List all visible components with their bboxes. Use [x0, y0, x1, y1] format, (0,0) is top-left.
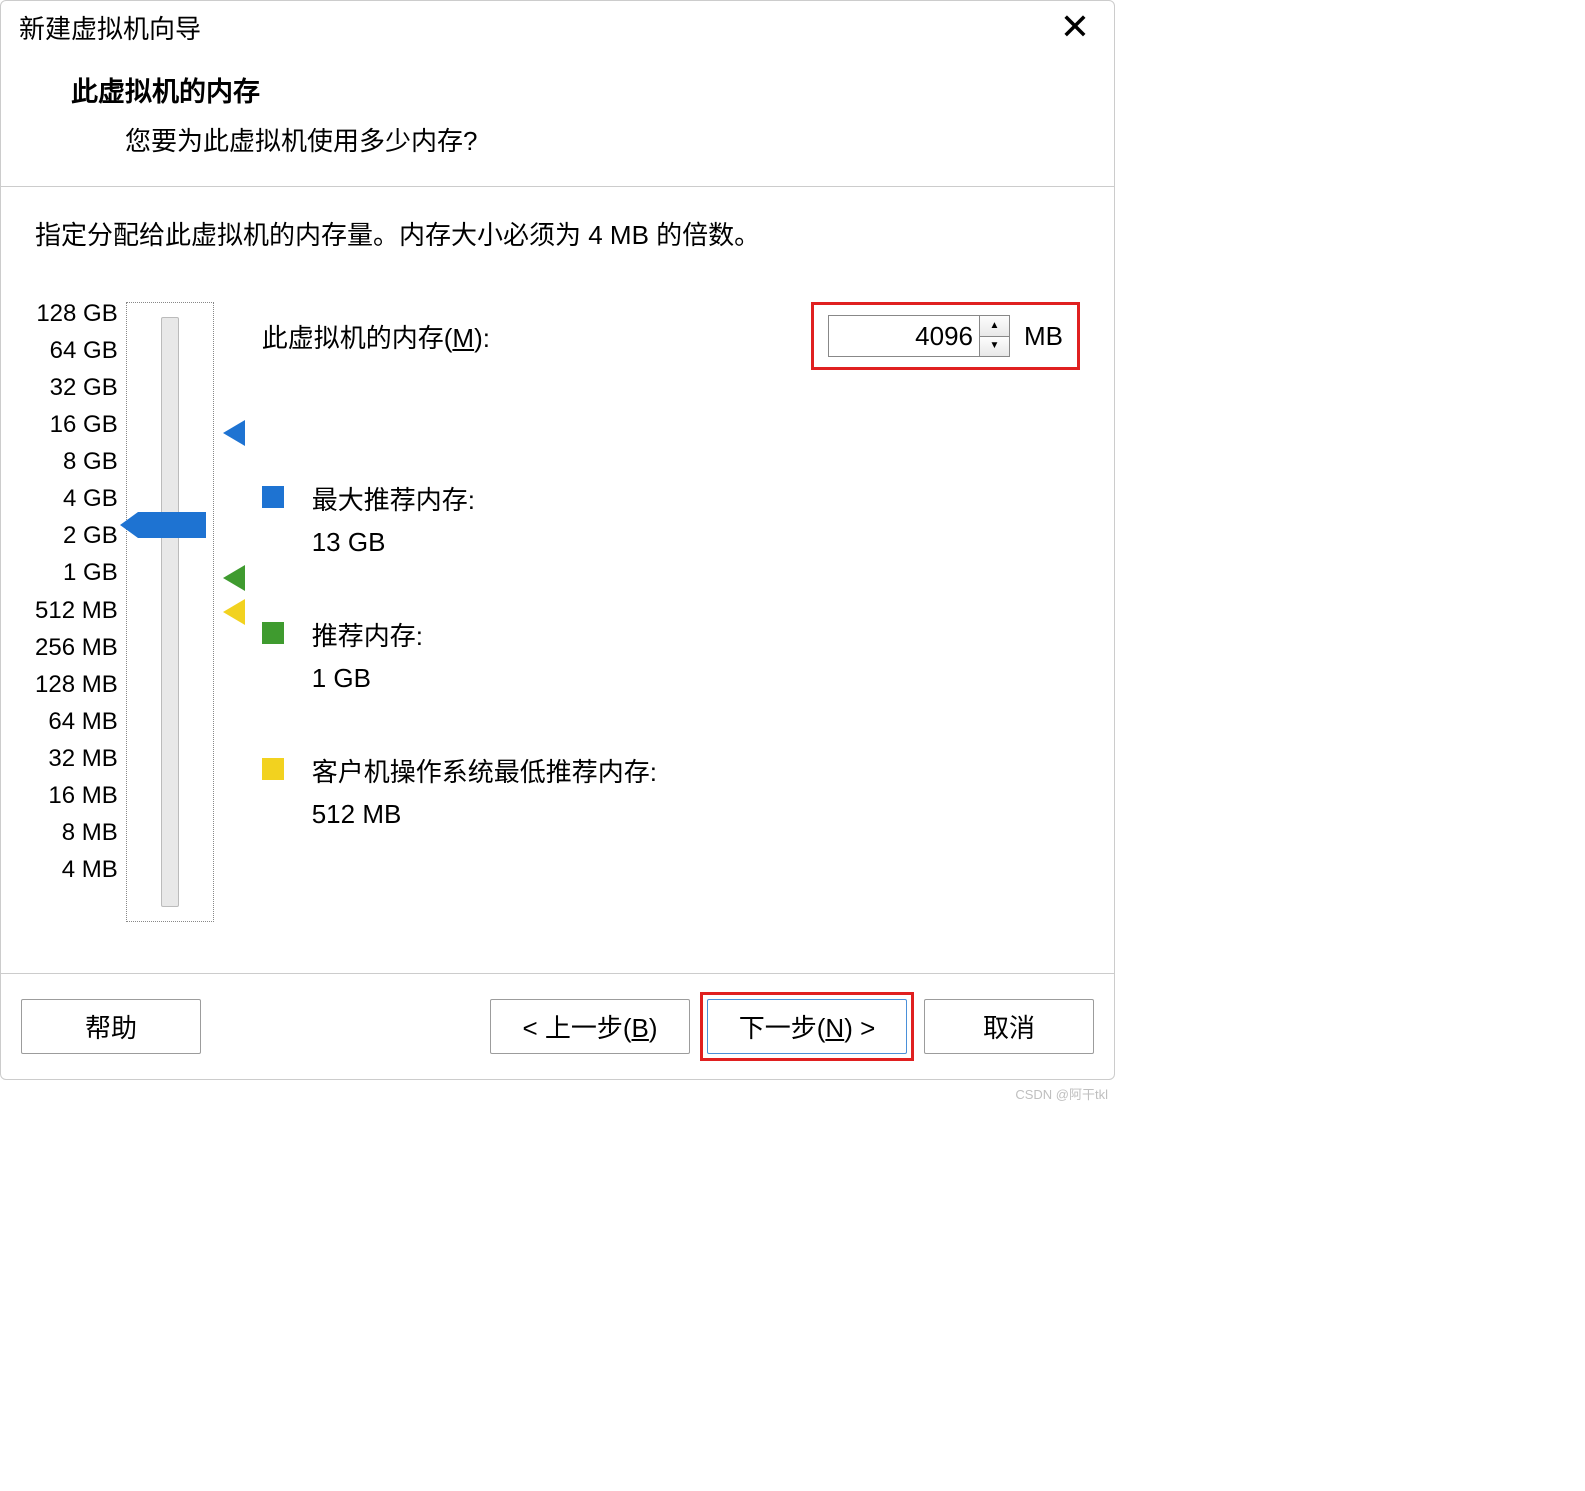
- legend-item: 推荐内存: 1 GB: [262, 616, 1080, 694]
- legend-text: 客户机操作系统最低推荐内存: 512 MB: [312, 752, 657, 830]
- slider-tick-label: 4 GB: [35, 487, 118, 511]
- help-button[interactable]: 帮助: [21, 999, 201, 1054]
- legend-value: 512 MB: [312, 799, 657, 830]
- back-button[interactable]: < 上一步(B): [490, 999, 690, 1054]
- header-section: 此虚拟机的内存 您要为此虚拟机使用多少内存?: [1, 46, 1114, 187]
- slider-track-container[interactable]: [126, 302, 214, 922]
- memory-unit-label: MB: [1024, 321, 1063, 352]
- info-column: 此虚拟机的内存(M): ▲ ▼ MB 最大推荐内存:13 GB推荐内: [262, 302, 1080, 888]
- legend-value: 1 GB: [312, 663, 423, 694]
- legend-label: 客户机操作系统最低推荐内存:: [312, 752, 657, 789]
- slider-tick-label: 8 MB: [35, 821, 118, 845]
- close-icon[interactable]: ✕: [1054, 9, 1096, 45]
- slider-track[interactable]: [161, 317, 179, 907]
- cancel-button[interactable]: 取消: [924, 999, 1094, 1054]
- slider-thumb[interactable]: [138, 512, 206, 538]
- legend-color-icon: [262, 486, 284, 508]
- slider-tick-label: 16 GB: [35, 413, 118, 437]
- slider-tick-label: 32 MB: [35, 747, 118, 771]
- slider-tick-label: 64 MB: [35, 710, 118, 734]
- header-title: 此虚拟机的内存: [71, 70, 1114, 109]
- slider-tick-label: 32 GB: [35, 376, 118, 400]
- spinner-up-button[interactable]: ▲: [980, 316, 1009, 337]
- legend-text: 推荐内存: 1 GB: [312, 616, 423, 694]
- legend-color-icon: [262, 758, 284, 780]
- footer: 帮助 < 上一步(B) 下一步(N) > 取消: [1, 973, 1114, 1079]
- header-subtitle: 您要为此虚拟机使用多少内存?: [71, 121, 1114, 158]
- legend-item: 最大推荐内存: 13 GB: [262, 480, 1080, 558]
- slider-tick-label: 8 GB: [35, 450, 118, 474]
- memory-field-label: 此虚拟机的内存(M):: [262, 318, 490, 355]
- instruction-text: 指定分配给此虚拟机的内存量。内存大小必须为 4 MB 的倍数。: [35, 215, 1080, 252]
- slider-tick-label: 128 MB: [35, 673, 118, 697]
- legend-list: 最大推荐内存: 13 GB 推荐内存: 1 GB 客户机操作系统最低推荐内存: 512 M…: [262, 480, 1080, 830]
- memory-area: 128 GB 64 GB 32 GB 16 GB 8 GB 4 GB 2 GB 1 GB 512…: [35, 302, 1080, 922]
- memory-spinner-highlight: ▲ ▼ MB: [811, 302, 1080, 370]
- next-button-highlight: 下一步(N) >: [700, 992, 914, 1061]
- window-title: 新建虚拟机向导: [19, 9, 201, 46]
- spinner-down-button[interactable]: ▼: [980, 337, 1009, 357]
- body-section: 指定分配给此虚拟机的内存量。内存大小必须为 4 MB 的倍数。 128 GB 64…: [1, 187, 1114, 973]
- legend-label: 最大推荐内存:: [312, 480, 475, 517]
- slider-column: 128 GB 64 GB 32 GB 16 GB 8 GB 4 GB 2 GB 1 GB 512…: [35, 302, 214, 922]
- spinner-buttons: ▲ ▼: [979, 316, 1009, 356]
- slider-tick-label: 4 MB: [35, 858, 118, 882]
- memory-input[interactable]: [829, 316, 979, 356]
- slider-tick-label: 64 GB: [35, 339, 118, 363]
- legend-text: 最大推荐内存: 13 GB: [312, 480, 475, 558]
- slider-tick-labels: 128 GB 64 GB 32 GB 16 GB 8 GB 4 GB 2 GB 1 GB 512…: [35, 302, 118, 882]
- slider-tick-label: 1 GB: [35, 561, 118, 585]
- slider-tick-label: 16 MB: [35, 784, 118, 808]
- wizard-dialog: 新建虚拟机向导 ✕ 此虚拟机的内存 您要为此虚拟机使用多少内存? 指定分配给此虚…: [0, 0, 1115, 1080]
- slider-tick-label: 128 GB: [35, 302, 118, 326]
- legend-label: 推荐内存:: [312, 616, 423, 653]
- memory-field-row: 此虚拟机的内存(M): ▲ ▼ MB: [262, 302, 1080, 370]
- legend-value: 13 GB: [312, 527, 475, 558]
- next-button[interactable]: 下一步(N) >: [707, 999, 907, 1054]
- slider-marker-icon: [223, 420, 245, 446]
- memory-spinner: ▲ ▼: [828, 315, 1010, 357]
- slider-marker-icon: [223, 565, 245, 591]
- slider-tick-label: 512 MB: [35, 599, 118, 623]
- titlebar: 新建虚拟机向导 ✕: [1, 1, 1114, 46]
- slider-marker-icon: [223, 599, 245, 625]
- watermark-text: CSDN @阿干tkl: [1015, 1084, 1108, 1103]
- legend-item: 客户机操作系统最低推荐内存: 512 MB: [262, 752, 1080, 830]
- slider-tick-label: 256 MB: [35, 636, 118, 660]
- legend-color-icon: [262, 622, 284, 644]
- slider-tick-label: 2 GB: [35, 524, 118, 548]
